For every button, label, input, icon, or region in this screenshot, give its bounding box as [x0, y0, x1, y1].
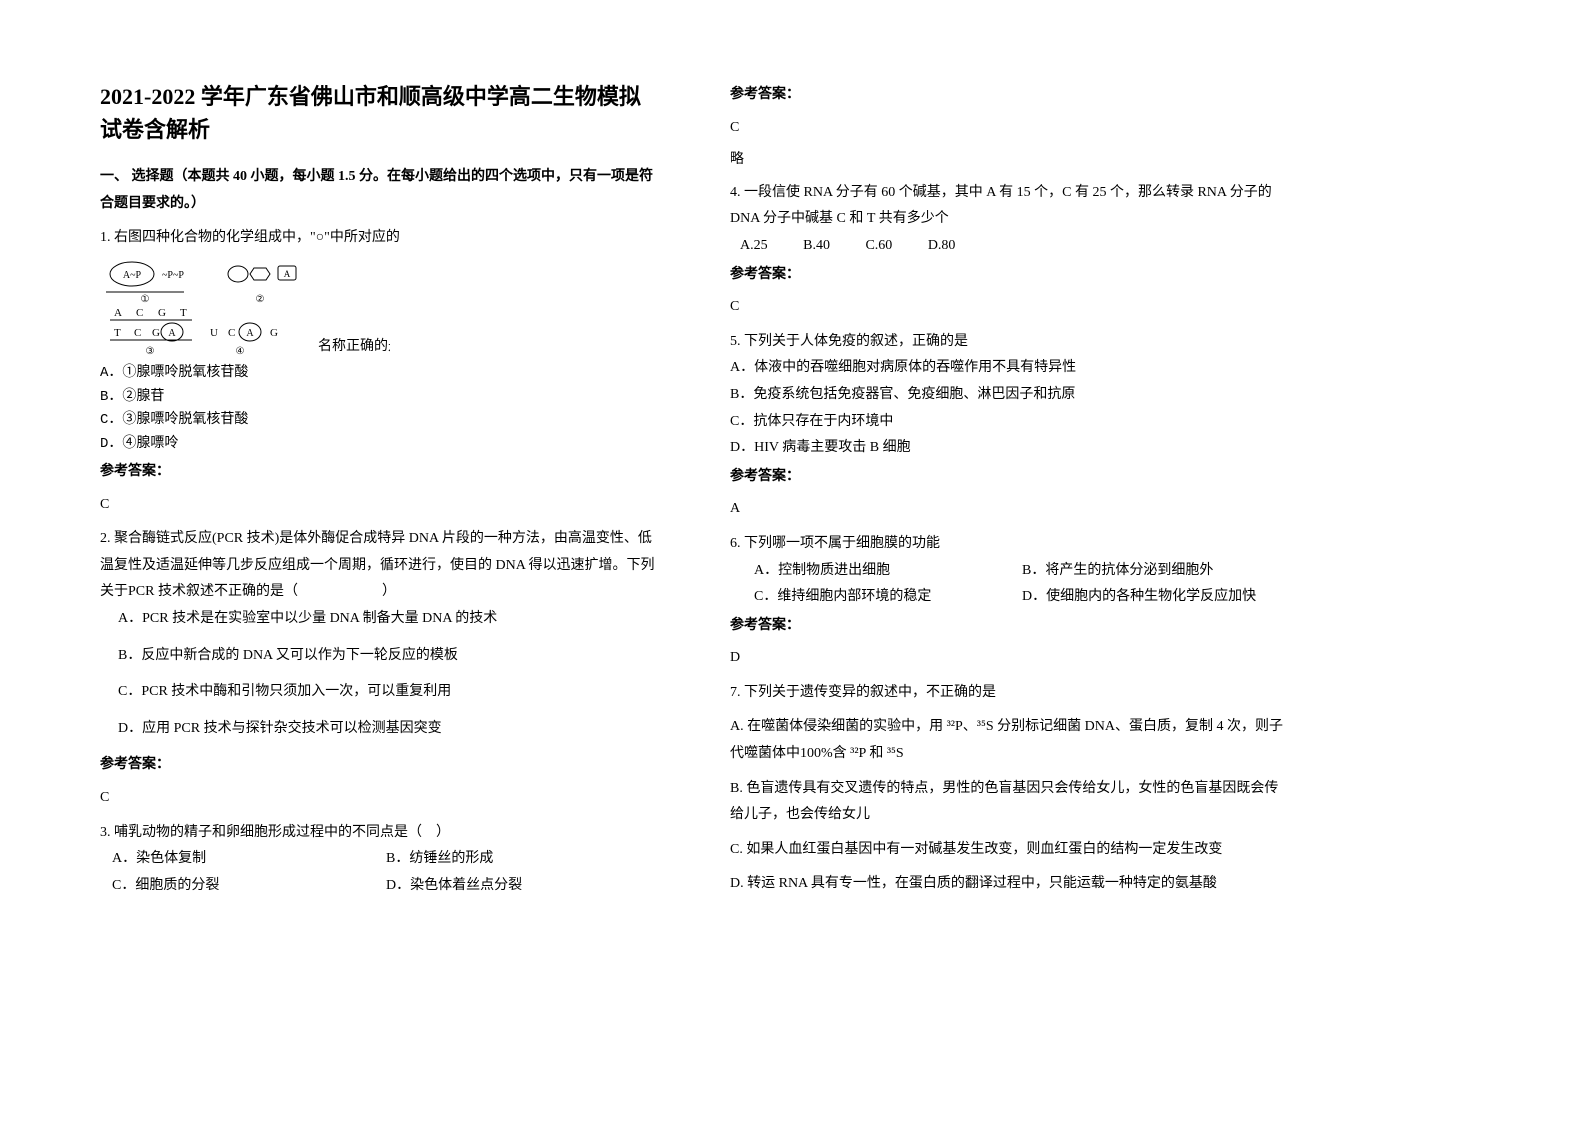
q1-option-c: C．③腺嘌呤脱氧核苷酸	[100, 409, 660, 433]
q7-option-d: D. 转运 RNA 具有专一性，在蛋白质的翻译过程中，只能运载一种特定的氨基酸	[730, 871, 1290, 898]
q4-answer-label: 参考答案：	[730, 262, 1290, 289]
q5-answer: A	[730, 496, 1290, 523]
q3-option-c: C．细胞质的分裂	[112, 873, 386, 900]
svg-text:①: ①	[141, 294, 150, 305]
q3-options: A．染色体复制 B．纺锤丝的形成 C．细胞质的分裂 D．染色体着丝点分裂	[112, 846, 660, 899]
svg-text:C: C	[136, 307, 143, 319]
right-column: 参考答案： C 略 4. 一段信使 RNA 分子有 60 个碱基，其中 A 有 …	[730, 80, 1290, 907]
svg-text:T: T	[180, 307, 187, 319]
svg-text:A: A	[168, 328, 176, 339]
svg-text:A: A	[284, 269, 291, 279]
q4-options: A.25 B.40 C.60 D.80	[740, 233, 1290, 260]
q3-answer-label: 参考答案：	[730, 82, 1290, 109]
q4-option-b: B.40	[803, 233, 830, 260]
q5-options: A．体液中的吞噬细胞对病原体的吞噬作用不具有特异性 B．免疫系统包括免疫器官、免…	[730, 355, 1290, 461]
q5-option-b: B．免疫系统包括免疫器官、免疫细胞、淋巴因子和抗原	[730, 382, 1290, 409]
q7-option-b: B. 色盲遗传具有交叉遗传的特点，男性的色盲基因只会传给女儿，女性的色盲基因既会…	[730, 776, 1290, 829]
q4-option-c: C.60	[865, 233, 892, 260]
q7-stem: 7. 下列关于遗传变异的叙述中，不正确的是	[730, 680, 1290, 707]
q4-option-d: D.80	[928, 233, 956, 260]
q5-option-d: D．HIV 病毒主要攻击 B 细胞	[730, 435, 1290, 462]
q2-options: A．PCR 技术是在实验室中以少量 DNA 制备大量 DNA 的技术 B．反应中…	[100, 606, 660, 742]
svg-text:T: T	[114, 327, 121, 339]
q4-option-a: A.25	[740, 233, 768, 260]
q6-option-a: A．控制物质进出细胞	[754, 558, 1022, 585]
q7-option-c: C. 如果人血红蛋白基因中有一对碱基发生改变，则血红蛋白的结构一定发生改变	[730, 837, 1290, 864]
q6-stem: 6. 下列哪一项不属于细胞膜的功能	[730, 531, 1290, 558]
q2-option-a: A．PCR 技术是在实验室中以少量 DNA 制备大量 DNA 的技术	[118, 606, 660, 633]
q3-option-a: A．染色体复制	[112, 846, 386, 873]
q2-option-d: D．应用 PCR 技术与探针杂交技术可以检测基因突变	[118, 716, 660, 743]
q2-option-b: B．反应中新合成的 DNA 又可以作为下一轮反应的模板	[118, 643, 660, 670]
q1-stem: 1. 右图四种化合物的化学组成中，"○"中所对应的	[100, 225, 660, 252]
svg-text:U: U	[210, 327, 218, 339]
q3-stem: 3. 哺乳动物的精子和卵细胞形成过程中的不同点是（ ）	[100, 820, 660, 847]
q2-stem: 2. 聚合酶链式反应(PCR 技术)是体外酶促合成特异 DNA 片段的一种方法，…	[100, 526, 660, 606]
q7-option-a: A. 在噬菌体侵染细菌的实验中，用 ³²P、³⁵S 分别标记细菌 DNA、蛋白质…	[730, 714, 1290, 767]
svg-text:A: A	[246, 328, 254, 339]
q3-lue: 略	[730, 147, 1290, 174]
q1-answer: C	[100, 492, 660, 519]
question-3: 3. 哺乳动物的精子和卵细胞形成过程中的不同点是（ ） A．染色体复制 B．纺锤…	[100, 820, 660, 900]
q4-stem: 4. 一段信使 RNA 分子有 60 个碱基，其中 A 有 15 个，C 有 2…	[730, 180, 1290, 233]
svg-text:G: G	[152, 327, 160, 339]
q6-option-d: D．使细胞内的各种生物化学反应加快	[1022, 584, 1290, 611]
q4-answer: C	[730, 294, 1290, 321]
document-title: 2021-2022 学年广东省佛山市和顺高级中学高二生物模拟试卷含解析	[100, 80, 660, 146]
q1-answer-label: 参考答案：	[100, 459, 660, 486]
question-5: 5. 下列关于人体免疫的叙述，正确的是 A．体液中的吞噬细胞对病原体的吞噬作用不…	[730, 329, 1290, 523]
svg-text:名称正确的是: 名称正确的是	[318, 338, 390, 354]
q5-option-c: C．抗体只存在于内环境中	[730, 409, 1290, 436]
q1-option-d: D．④腺嘌呤	[100, 433, 660, 457]
question-4: 4. 一段信使 RNA 分子有 60 个碱基，其中 A 有 15 个，C 有 2…	[730, 180, 1290, 321]
svg-text:②: ②	[256, 294, 265, 305]
svg-text:④: ④	[236, 346, 245, 357]
q1-diagram: A~P ~P~P A ① ② A C G	[100, 258, 660, 358]
q6-options: A．控制物质进出细胞 B．将产生的抗体分泌到细胞外 C．维持细胞内部环境的稳定 …	[754, 558, 1290, 611]
svg-text:A~P: A~P	[123, 270, 142, 281]
q3-answer: C	[730, 115, 1290, 142]
q6-option-b: B．将产生的抗体分泌到细胞外	[1022, 558, 1290, 585]
q2-answer: C	[100, 785, 660, 812]
q1-option-a: A．①腺嘌呤脱氧核苷酸	[100, 362, 660, 386]
section-header: 一、 选择题（本题共 40 小题，每小题 1.5 分。在每小题给出的四个选项中，…	[100, 164, 660, 217]
q2-option-c: C．PCR 技术中酶和引物只须加入一次，可以重复利用	[118, 679, 660, 706]
question-2: 2. 聚合酶链式反应(PCR 技术)是体外酶促合成特异 DNA 片段的一种方法，…	[100, 526, 660, 811]
q1-options: A．①腺嘌呤脱氧核苷酸 B．②腺苷 C．③腺嘌呤脱氧核苷酸 D．④腺嘌呤	[100, 362, 660, 457]
left-column: 2021-2022 学年广东省佛山市和顺高级中学高二生物模拟试卷含解析 一、 选…	[100, 80, 660, 907]
q6-answer-label: 参考答案：	[730, 613, 1290, 640]
q3-option-d: D．染色体着丝点分裂	[386, 873, 660, 900]
q1-option-b: B．②腺苷	[100, 386, 660, 410]
q5-option-a: A．体液中的吞噬细胞对病原体的吞噬作用不具有特异性	[730, 355, 1290, 382]
q5-stem: 5. 下列关于人体免疫的叙述，正确的是	[730, 329, 1290, 356]
q6-answer: D	[730, 645, 1290, 672]
svg-text:C: C	[228, 327, 235, 339]
svg-text:C: C	[134, 327, 141, 339]
q6-option-c: C．维持细胞内部环境的稳定	[754, 584, 1022, 611]
svg-text:③: ③	[146, 346, 155, 357]
svg-text:~P~P: ~P~P	[162, 270, 184, 281]
q5-answer-label: 参考答案：	[730, 464, 1290, 491]
question-6: 6. 下列哪一项不属于细胞膜的功能 A．控制物质进出细胞 B．将产生的抗体分泌到…	[730, 531, 1290, 672]
svg-text:G: G	[270, 327, 278, 339]
q2-answer-label: 参考答案：	[100, 752, 660, 779]
svg-text:A: A	[114, 307, 122, 319]
svg-text:G: G	[158, 307, 166, 319]
question-1: 1. 右图四种化合物的化学组成中，"○"中所对应的 A~P ~P~P A	[100, 225, 660, 518]
q3-option-b: B．纺锤丝的形成	[386, 846, 660, 873]
question-7: 7. 下列关于遗传变异的叙述中，不正确的是 A. 在噬菌体侵染细菌的实验中，用 …	[730, 680, 1290, 898]
